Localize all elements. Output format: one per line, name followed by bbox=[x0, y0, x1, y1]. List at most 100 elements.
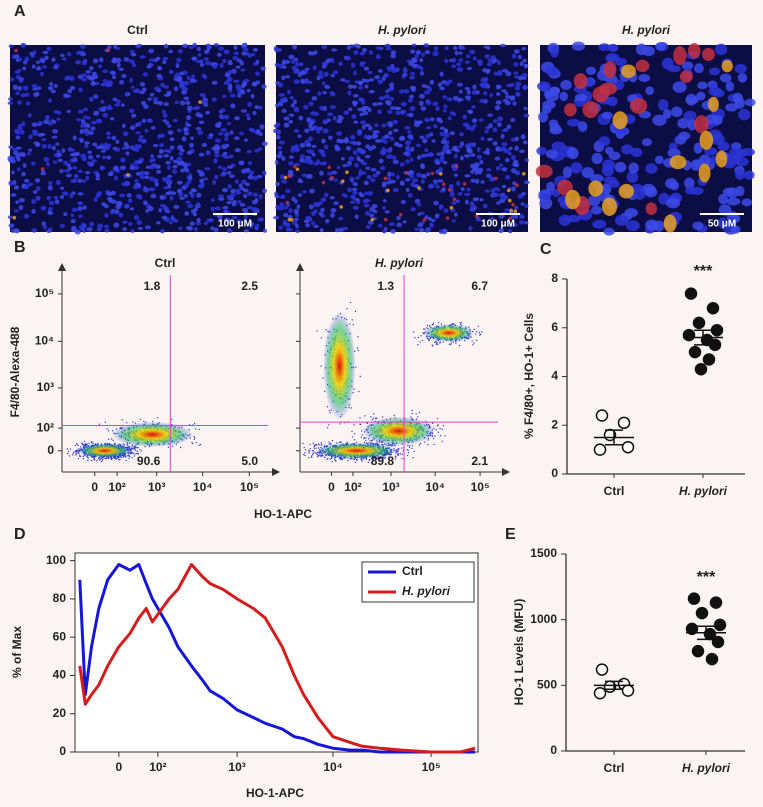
nucleus bbox=[227, 184, 232, 189]
nucleus bbox=[199, 93, 206, 97]
nucleus bbox=[276, 153, 283, 159]
nucleus bbox=[408, 61, 415, 67]
nucleus bbox=[39, 58, 46, 64]
nucleus bbox=[323, 192, 329, 198]
nucleus bbox=[277, 82, 284, 88]
nucleus bbox=[111, 59, 118, 64]
nucleus bbox=[318, 149, 324, 154]
nucleus bbox=[425, 118, 430, 123]
nucleus bbox=[104, 228, 110, 233]
event-dot bbox=[304, 449, 307, 451]
nucleus bbox=[697, 81, 708, 90]
nucleus bbox=[287, 214, 293, 219]
event-dot bbox=[72, 452, 74, 454]
nucleus bbox=[139, 55, 146, 59]
nucleus bbox=[320, 207, 325, 212]
nucleus bbox=[451, 201, 457, 205]
nucleus bbox=[211, 146, 217, 151]
nucleus bbox=[235, 179, 239, 184]
nucleus bbox=[416, 202, 422, 207]
nucleus bbox=[189, 77, 196, 83]
event-dot bbox=[68, 450, 70, 452]
stained-cell bbox=[494, 176, 498, 181]
nucleus bbox=[167, 179, 173, 184]
event-dot bbox=[359, 417, 361, 419]
event-dot bbox=[318, 444, 320, 446]
event-dot bbox=[81, 442, 83, 444]
nucleus bbox=[10, 159, 16, 164]
event-dot bbox=[357, 349, 359, 351]
event-dot bbox=[74, 451, 77, 453]
nucleus bbox=[598, 136, 611, 147]
nucleus bbox=[294, 61, 300, 67]
nucleus bbox=[166, 165, 171, 171]
nucleus bbox=[367, 70, 373, 75]
event-dot bbox=[97, 457, 100, 459]
nucleus bbox=[356, 131, 363, 136]
nucleus bbox=[474, 178, 480, 184]
nucleus bbox=[345, 146, 352, 151]
event-dot bbox=[355, 366, 357, 368]
nucleus bbox=[222, 205, 229, 210]
nucleus bbox=[89, 96, 94, 102]
event-dot bbox=[368, 442, 370, 444]
nucleus bbox=[14, 54, 20, 59]
nucleus bbox=[274, 47, 279, 53]
nucleus bbox=[136, 43, 143, 47]
nucleus bbox=[301, 70, 306, 76]
event-dot bbox=[312, 452, 314, 454]
event-dot bbox=[130, 447, 132, 449]
nucleus bbox=[484, 76, 489, 82]
nucleus bbox=[363, 66, 370, 71]
nucleus bbox=[744, 98, 756, 107]
event-dot bbox=[313, 447, 315, 449]
event-dot bbox=[357, 336, 359, 338]
event-dot bbox=[359, 375, 361, 377]
nucleus bbox=[281, 179, 288, 184]
nucleus bbox=[308, 50, 313, 56]
nucleus bbox=[667, 148, 681, 158]
nucleus bbox=[443, 132, 450, 138]
nucleus bbox=[433, 46, 439, 51]
nucleus bbox=[41, 221, 46, 227]
nucleus bbox=[158, 207, 163, 213]
nucleus bbox=[48, 206, 53, 212]
nucleus bbox=[281, 75, 286, 81]
nucleus bbox=[48, 98, 52, 103]
nucleus bbox=[466, 66, 473, 71]
nucleus bbox=[495, 92, 501, 97]
nucleus bbox=[169, 145, 175, 150]
nucleus bbox=[84, 141, 90, 145]
event-dot bbox=[131, 448, 133, 450]
event-dot bbox=[362, 447, 365, 449]
nucleus bbox=[383, 72, 389, 78]
event-dot bbox=[439, 427, 441, 430]
event-dot bbox=[367, 461, 369, 463]
nucleus bbox=[9, 77, 15, 82]
x-tick-label: 10⁴ bbox=[193, 480, 212, 494]
nucleus bbox=[387, 176, 392, 182]
nucleus bbox=[67, 166, 73, 170]
nucleus bbox=[63, 160, 69, 165]
axis-arrow bbox=[58, 263, 66, 271]
nucleus bbox=[55, 179, 61, 185]
event-dot bbox=[360, 436, 362, 438]
nucleus bbox=[83, 107, 89, 112]
nucleus bbox=[16, 156, 21, 162]
y-tick-label: 10⁴ bbox=[35, 333, 54, 347]
event-dot bbox=[419, 442, 422, 445]
nucleus bbox=[306, 156, 312, 161]
nucleus bbox=[436, 117, 442, 122]
nucleus bbox=[451, 219, 456, 223]
stained-cell bbox=[629, 98, 648, 114]
nucleus bbox=[536, 146, 547, 156]
nucleus bbox=[297, 193, 303, 197]
event-dot bbox=[394, 458, 397, 460]
nucleus bbox=[304, 139, 309, 145]
nucleus bbox=[349, 135, 356, 140]
nucleus bbox=[15, 91, 20, 96]
nucleus bbox=[353, 120, 359, 124]
nucleus bbox=[221, 167, 228, 172]
nucleus bbox=[104, 213, 109, 218]
nucleus bbox=[80, 119, 86, 125]
